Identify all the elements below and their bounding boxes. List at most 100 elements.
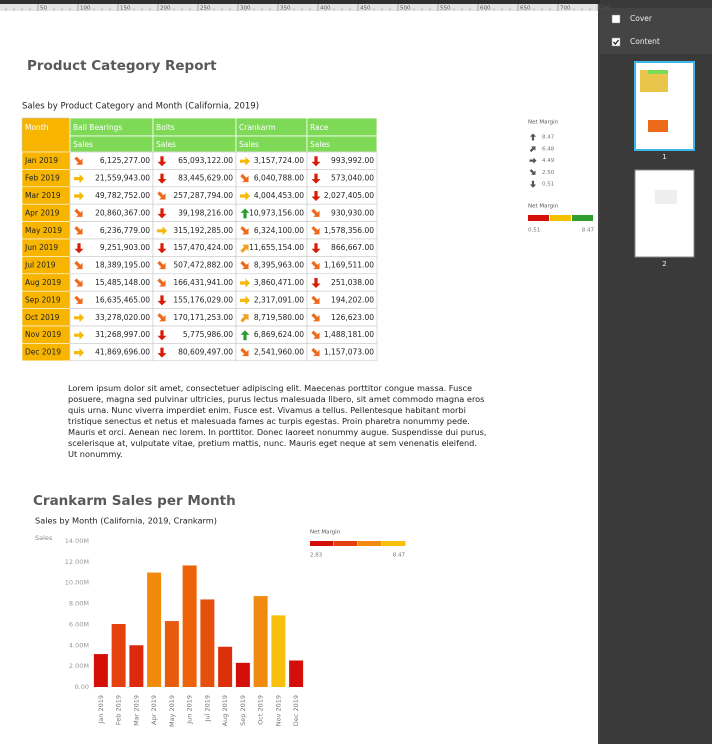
legend-title: Net Margin — [310, 530, 341, 536]
checkbox[interactable] — [611, 37, 621, 47]
arrow-icon — [157, 330, 167, 341]
bar — [182, 565, 197, 687]
arrow-icon — [74, 226, 83, 235]
arrow-icon — [311, 330, 320, 339]
chart-subtitle: Sales by Month (California, 2019, Cranka… — [35, 516, 217, 526]
ruler-label: 700 — [560, 6, 571, 12]
bar — [93, 654, 108, 687]
header-text: Sales — [73, 140, 93, 149]
legend-label: 0.51 — [542, 182, 554, 188]
month-text: Sep 2019 — [25, 295, 61, 304]
x-tick-label: Mar 2019 — [132, 695, 140, 726]
x-tick-label: Feb 2019 — [115, 695, 123, 725]
value-text: 21,559,943.00 — [95, 174, 150, 183]
arrow-icon — [74, 174, 84, 184]
legend-label: 4.49 — [542, 158, 555, 164]
bar — [200, 599, 215, 687]
value-text: 157,470,424.00 — [173, 243, 233, 252]
bar — [253, 596, 268, 687]
ruler-label: 400 — [320, 6, 331, 12]
report-subtitle: Sales by Product Category and Month (Cal… — [22, 102, 259, 112]
header-text: Bolts — [156, 123, 175, 132]
y-tick-label: 2.00M — [69, 662, 89, 670]
arrow-icon — [311, 295, 320, 304]
arrow-icon — [157, 156, 167, 167]
header-text: Sales — [310, 140, 330, 149]
arrow-icon — [240, 244, 249, 253]
y-tick-label: 8.00M — [69, 600, 89, 608]
value-text: 1,578,356.00 — [324, 226, 374, 235]
header-text: Sales — [156, 140, 176, 149]
header-text: Race — [310, 123, 329, 132]
page-row — [600, 8, 712, 31]
checkbox[interactable] — [611, 14, 621, 24]
scale-max: 8.47 — [393, 553, 406, 559]
x-tick-label: Apr 2019 — [150, 695, 158, 725]
ruler-label: 300 — [240, 6, 251, 12]
value-text: 573,040.00 — [331, 174, 374, 183]
value-text: 866,667.00 — [331, 243, 374, 252]
y-tick-label: 12.00M — [65, 558, 89, 566]
top-bar — [0, 0, 600, 4]
arrow-icon — [311, 208, 320, 217]
ruler-label: 550 — [440, 6, 451, 12]
x-tick-label: Sep 2019 — [239, 695, 247, 726]
legend-title: Net Margin — [528, 204, 559, 210]
paragraph: Lorem ipsum dolor sit amet, consectetuer… — [68, 383, 487, 459]
ruler-label: 450 — [360, 6, 371, 12]
arrow-icon — [74, 191, 84, 201]
scale-min: 0.51 — [528, 228, 540, 234]
value-text: 2,541,960.00 — [254, 348, 304, 357]
value-text: 49,782,752.00 — [95, 191, 150, 200]
arrow-icon — [74, 348, 84, 358]
arrow-icon — [311, 260, 320, 270]
value-text: 8,395,963.00 — [254, 261, 304, 270]
thumbnail[interactable] — [634, 169, 695, 258]
color-scale — [550, 215, 571, 221]
value-text: 2,317,091.00 — [254, 295, 304, 304]
month-text: Jun 2019 — [24, 243, 58, 252]
ruler-label: 100 — [80, 6, 91, 12]
arrow-icon — [74, 330, 84, 340]
month-text: Oct 2019 — [25, 313, 60, 322]
arrow-icon — [311, 226, 320, 235]
header-text: Crankarm — [239, 123, 276, 132]
value-text: 80,609,497.00 — [178, 348, 233, 357]
arrow-icon — [157, 191, 166, 200]
arrow-icon — [311, 347, 320, 357]
ruler-label: 750 — [600, 6, 611, 12]
arrow-icon — [74, 295, 83, 304]
value-text: 3,157,724.00 — [254, 156, 304, 165]
legend-title: Net Margin — [528, 120, 559, 126]
value-text: 6,869,624.00 — [254, 330, 304, 339]
arrow-icon — [157, 313, 166, 322]
y-tick-label: 14.00M — [65, 537, 89, 545]
x-tick-label: Aug 2019 — [221, 695, 229, 726]
arrow-icon — [311, 243, 321, 254]
value-text: 39,198,216.00 — [178, 208, 233, 217]
value-text: 1,488,181.00 — [324, 330, 374, 339]
arrow-icon — [157, 208, 167, 219]
value-text: 6,324,100.00 — [254, 226, 304, 235]
arrow-icon — [157, 226, 167, 236]
month-text: May 2019 — [25, 226, 62, 235]
y-tick-label: 4.00M — [69, 641, 89, 649]
arrow-icon — [240, 347, 249, 357]
value-text: 126,623.00 — [331, 313, 374, 322]
bar — [147, 572, 162, 687]
x-tick-label: Dec 2019 — [292, 695, 300, 726]
arrow-icon — [240, 173, 249, 183]
arrow-icon — [74, 278, 83, 287]
value-text: 3,860,471.00 — [254, 278, 304, 287]
value-text: 83,445,629.00 — [178, 174, 233, 183]
value-text: 4,004,453.00 — [254, 191, 304, 200]
arrow-icon — [240, 278, 250, 288]
arrow-icon — [240, 191, 250, 201]
thumbnail-content — [655, 190, 677, 204]
value-text: 31,268,997.00 — [95, 330, 150, 339]
ruler-label: 50 — [40, 6, 47, 12]
ruler-label: 600 — [480, 6, 491, 12]
value-text: 65,093,122.00 — [178, 156, 233, 165]
value-text: 166,431,941.00 — [173, 278, 233, 287]
thumbnail-label: 1 — [662, 153, 666, 161]
